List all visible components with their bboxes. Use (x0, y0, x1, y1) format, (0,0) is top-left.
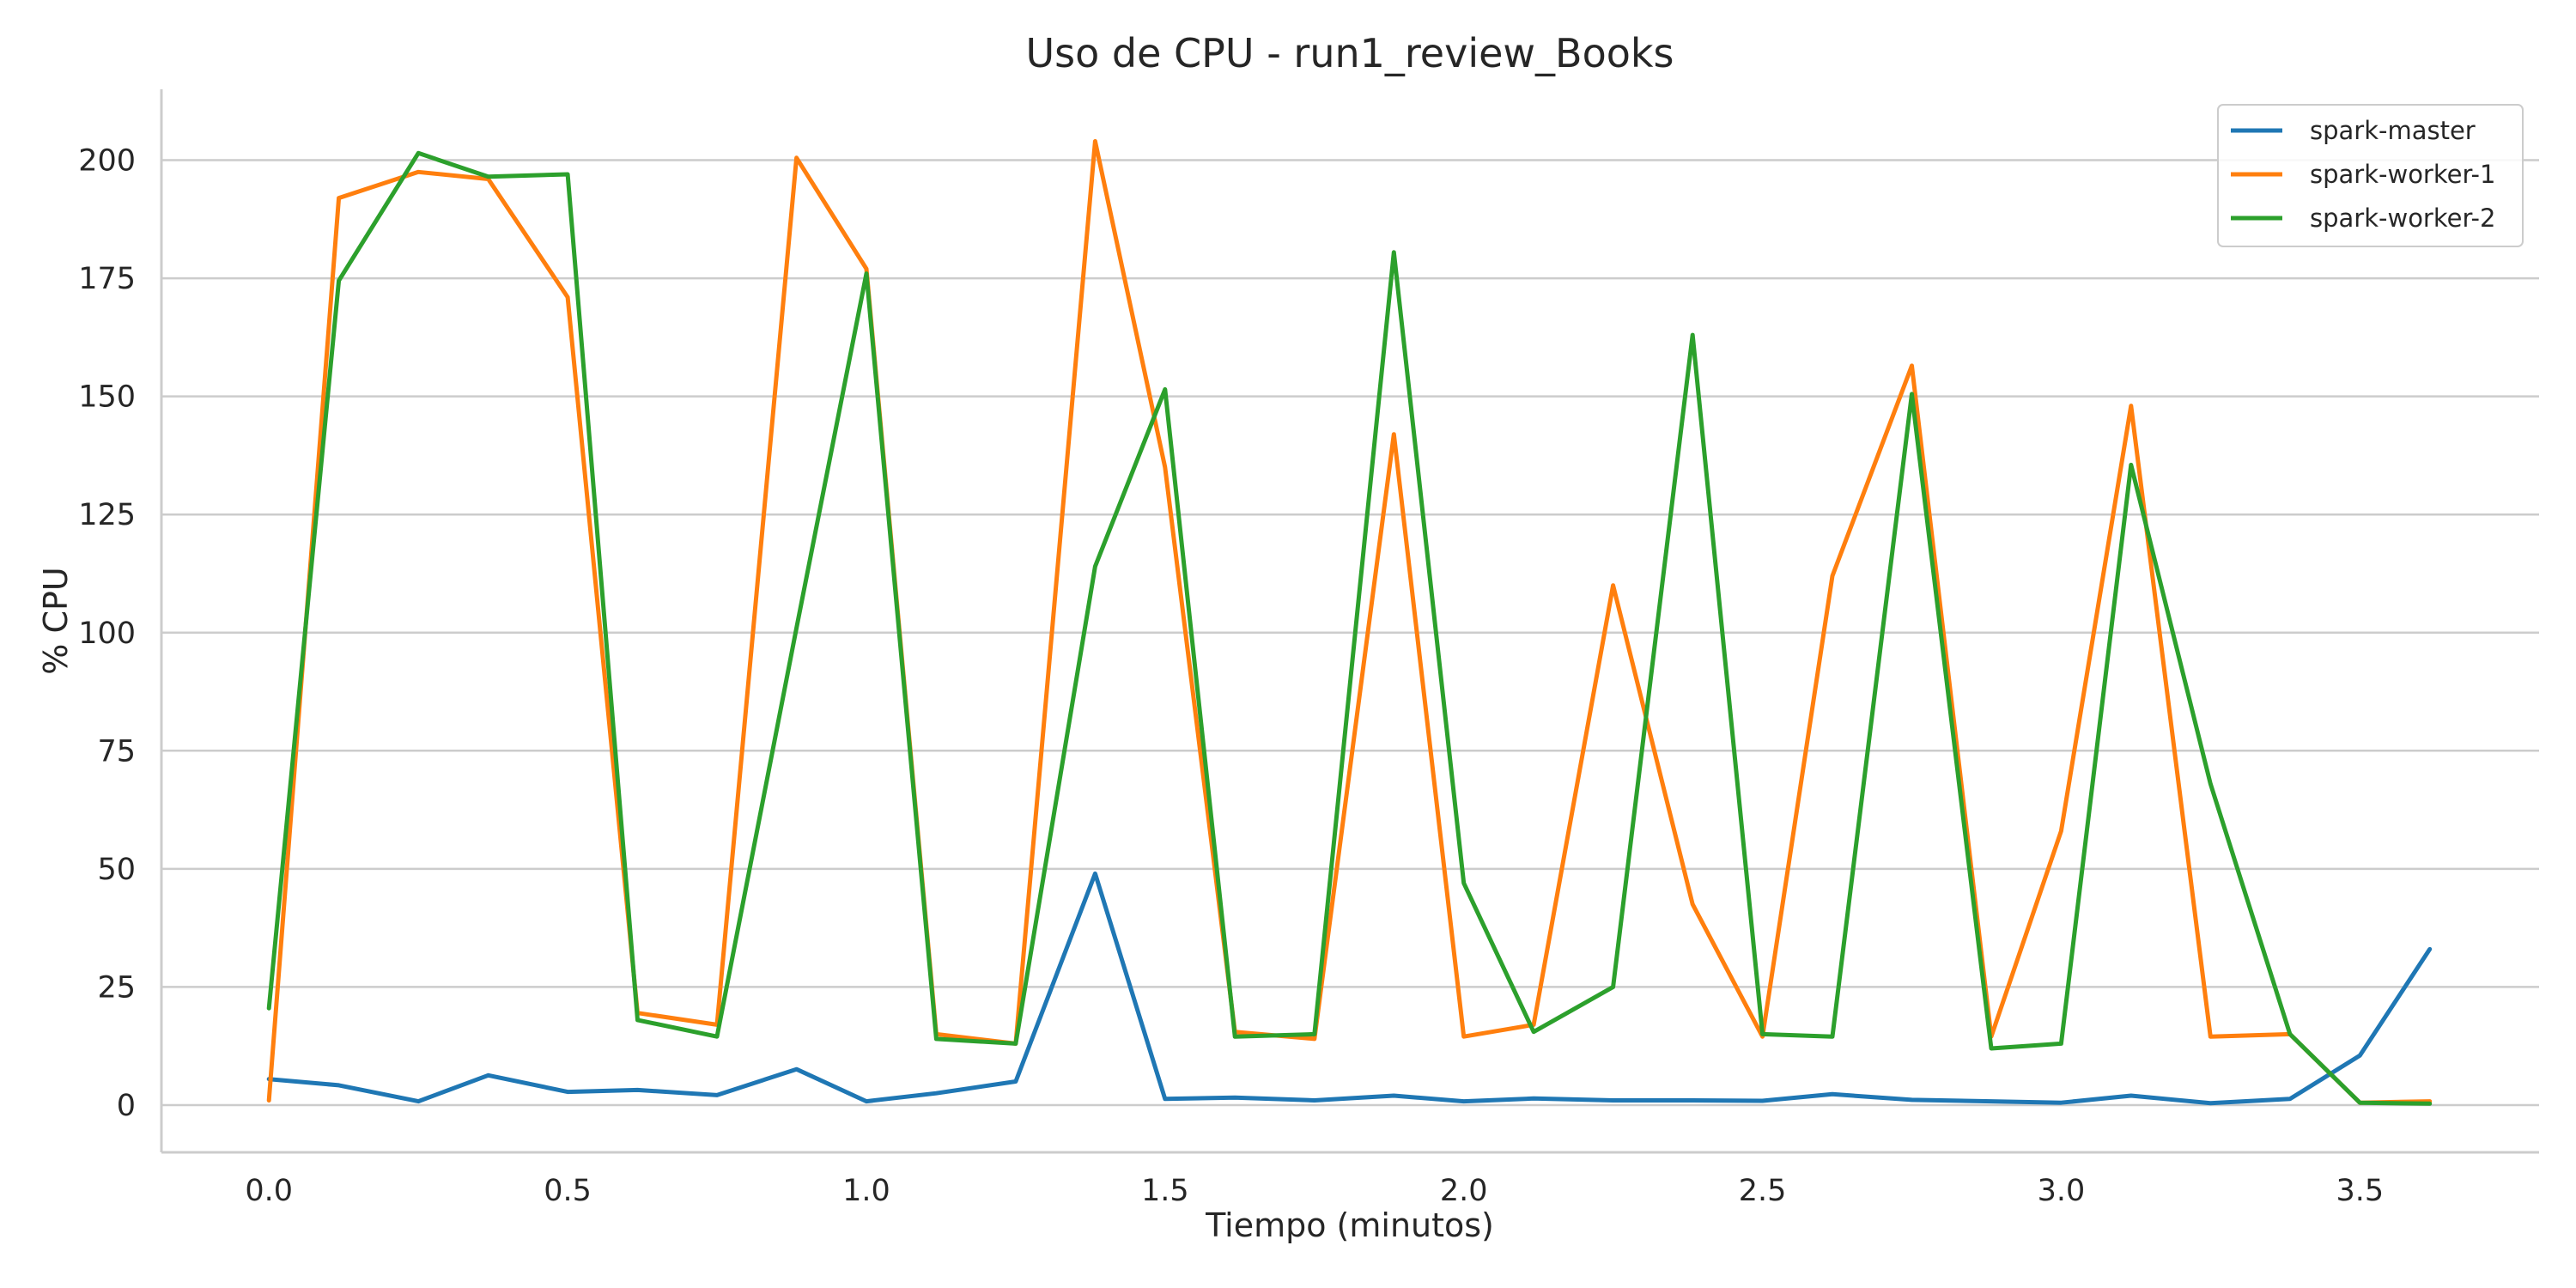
series-line-spark-worker-2 (266, 150, 2433, 1106)
x-tick-label: 0.5 (544, 1174, 592, 1208)
x-axis-label: Tiempo (minutos) (1205, 1206, 1494, 1244)
chart-title: Uso de CPU - run1_review_Books (1026, 30, 1674, 76)
legend-label: spark-master (2310, 116, 2476, 145)
y-tick-label: 50 (97, 853, 136, 887)
y-tick-label: 25 (97, 970, 136, 1005)
y-tick-label: 125 (78, 498, 136, 532)
x-tick-label: 1.0 (842, 1174, 890, 1208)
y-tick-label: 75 (97, 734, 136, 769)
y-axis-label: % CPU (37, 567, 75, 674)
legend-label: spark-worker-2 (2310, 204, 2495, 233)
y-tick-label: 0 (117, 1089, 136, 1123)
x-tick-label: 0.0 (245, 1174, 293, 1208)
tick-labels: 0 25 50 75 100 125 150 175 200 0.0 0.5 1.0 1.5 2.0 2.5… (78, 144, 2384, 1208)
legend: spark-master spark-worker-1 spark-worker-2 (2217, 104, 2524, 247)
y-tick-label: 100 (78, 617, 136, 651)
y-tick-label: 175 (78, 262, 136, 296)
x-tick-label: 2.0 (1440, 1174, 1488, 1208)
series-line-spark-worker-1 (266, 139, 2433, 1105)
legend-label: spark-worker-1 (2310, 160, 2495, 189)
grid-lines (161, 159, 2539, 1107)
axis-spines (160, 89, 2539, 1154)
series-line-spark-master (266, 871, 2433, 1106)
x-tick-label: 1.5 (1141, 1174, 1189, 1208)
series-lines (266, 139, 2433, 1106)
x-tick-label: 3.5 (2336, 1174, 2384, 1208)
x-tick-label: 3.0 (2038, 1174, 2086, 1208)
y-tick-label: 150 (78, 380, 136, 415)
x-tick-label: 2.5 (1739, 1174, 1787, 1208)
legend-box (2217, 104, 2524, 247)
y-tick-label: 200 (78, 144, 136, 179)
